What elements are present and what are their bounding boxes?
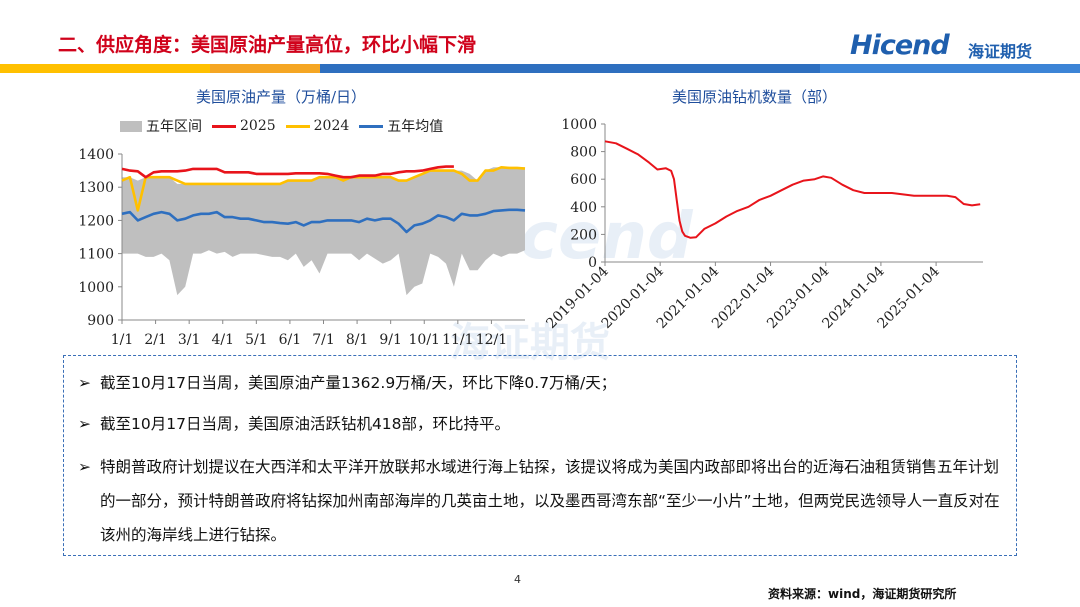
y-tick-label: 1000: [561, 117, 597, 133]
page-title: 二、供应角度：美国原油产量高位，环比小幅下滑: [58, 34, 477, 56]
notes-box: ➢ 截至10月17日当周，美国原油产量1362.9万桶/天，环比下降0.7万桶/…: [63, 355, 1017, 556]
legend-swatch-2025: [212, 124, 236, 128]
chart2-title: 美国原油钻机数量（部）: [672, 88, 838, 106]
legend-item-2025: 2025: [212, 118, 276, 134]
page-number: 4: [514, 573, 521, 586]
stripe-blue-light: [820, 64, 1080, 73]
x-tick-label: 4/1: [211, 332, 234, 348]
y-tick-label: 0: [588, 255, 597, 271]
x-tick-label: 11/1: [442, 332, 473, 348]
legend-item-avg: 五年均值: [359, 116, 443, 136]
x-tick-label: 10/1: [409, 332, 440, 348]
logo-brand-text: Hicend: [850, 30, 950, 61]
x-tick-label: 5/1: [245, 332, 268, 348]
x-tick-label: 6/1: [279, 332, 302, 348]
x-tick-label: 9/1: [379, 332, 402, 348]
stripe-yellow: [0, 64, 210, 73]
bullet-arrow-icon: ➢: [78, 458, 91, 476]
production-chart: 900 1000 1100 1200 1300 1400 1/1 2/1 3/1 4/1 5/1 6/…: [78, 147, 526, 348]
y-tick-label: 1300: [78, 180, 114, 196]
x-tick-label: 12/1: [476, 332, 507, 348]
note-text: 特朗普政府计划提议在大西洋和太平洋开放联邦水域进行海上钻探，该提议将成为美国内政…: [100, 458, 1000, 544]
series-2025-line: [121, 165, 454, 179]
x-tick-label: 3/1: [178, 332, 201, 348]
five-year-range-band: [122, 167, 525, 296]
legend-label-range: 五年区间: [146, 119, 202, 135]
header-stripe: [0, 64, 1080, 73]
y-tick-label: 1400: [78, 147, 114, 163]
y-tick-label: 800: [570, 145, 597, 161]
chart1-legend: 五年区间 2025 2024 五年均值: [120, 116, 443, 136]
series-2024-line: [121, 165, 526, 212]
bullet-arrow-icon: ➢: [78, 415, 91, 433]
company-logo: Hicend 海证期货: [850, 26, 1055, 66]
series-five-year-avg-line: [121, 208, 526, 234]
watermark-cn: 海证期货: [450, 320, 610, 366]
note-text: 截至10月17日当周，美国原油产量1362.9万桶/天，环比下降0.7万桶/天；: [100, 374, 617, 392]
y-tick-label: 400: [570, 200, 597, 216]
y-tick-label: 1100: [78, 247, 114, 263]
x-tick-label: 1/1: [111, 332, 134, 348]
x-tick-label: 8/1: [346, 332, 369, 348]
chart1-title: 美国原油产量（万桶/日）: [196, 88, 367, 106]
rig-count-line: [604, 140, 981, 239]
legend-item-range: 五年区间: [120, 116, 202, 136]
y-tick-label: 1000: [78, 280, 114, 296]
legend-label-2025: 2025: [240, 118, 276, 134]
y-tick-label: 200: [570, 227, 597, 243]
legend-swatch-2024: [285, 124, 310, 128]
rig-count-chart: 020040060080010002019-01-042020-01-04202…: [545, 117, 983, 332]
legend-label-2024: 2024: [313, 118, 350, 134]
logo-cn-text: 海证期货: [968, 42, 1033, 61]
x-tick-label: 2/1: [144, 332, 167, 348]
y-tick-label: 1200: [78, 213, 114, 229]
x-tick-label: 7/1: [312, 332, 335, 348]
stripe-blue: [320, 64, 1080, 73]
y-tick-label: 900: [87, 313, 114, 329]
note-text: 截至10月17日当周，美国原油活跃钻机418部，环比持平。: [100, 415, 511, 433]
bullet-arrow-icon: ➢: [78, 374, 91, 392]
source-note: 资料来源：wind，海证期货研究所: [768, 587, 957, 601]
stripe-orange: [210, 64, 320, 73]
legend-label-avg: 五年均值: [387, 119, 444, 135]
legend-item-2024: 2024: [285, 118, 350, 134]
y-tick-label: 600: [570, 172, 597, 188]
legend-swatch-avg: [359, 124, 384, 128]
legend-swatch-range: [120, 120, 142, 132]
